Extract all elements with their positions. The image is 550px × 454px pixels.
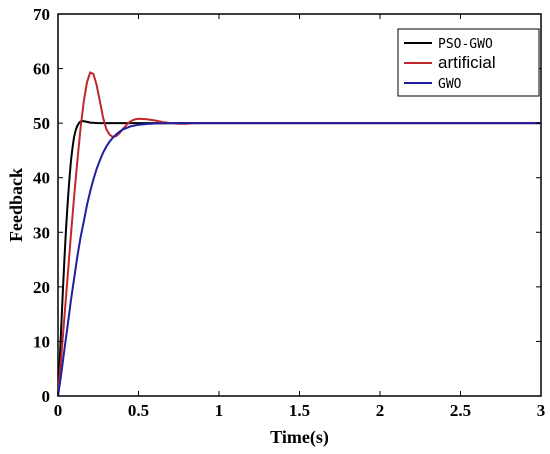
legend-label: artificial bbox=[438, 53, 496, 72]
y-tick-label: 30 bbox=[33, 223, 50, 242]
x-tick-label: 3 bbox=[537, 401, 546, 420]
x-tick-label: 1 bbox=[215, 401, 224, 420]
y-tick-label: 0 bbox=[42, 387, 51, 406]
x-tick-label: 0.5 bbox=[128, 401, 149, 420]
legend-label: GWO bbox=[438, 77, 462, 92]
y-axis-title: Feedback bbox=[6, 168, 26, 242]
y-axis-ticks: 0 10 20 30 40 50 60 70 bbox=[33, 5, 541, 406]
series-line-artificial bbox=[57, 71, 541, 397]
x-axis-ticks: 0 0.5 1 1.5 2 2.5 3 bbox=[54, 14, 546, 420]
x-tick-label: 0 bbox=[54, 401, 63, 420]
y-tick-label: 50 bbox=[33, 114, 50, 133]
y-tick-label: 20 bbox=[33, 278, 50, 297]
legend-label: PSO-GWO bbox=[438, 37, 493, 52]
y-tick-label: 40 bbox=[33, 169, 50, 188]
y-tick-label: 60 bbox=[33, 60, 50, 79]
y-tick-label: 70 bbox=[33, 5, 50, 24]
x-tick-label: 2 bbox=[376, 401, 385, 420]
x-tick-label: 2.5 bbox=[450, 401, 471, 420]
series-line-gwo bbox=[57, 122, 541, 397]
plot-area: 0 0.5 1 1.5 2 2.5 3 0 10 20 30 40 50 60 70 bbox=[33, 5, 545, 420]
series-layer bbox=[57, 71, 541, 397]
series-line-pso-gwo bbox=[57, 120, 541, 397]
x-tick-label: 1.5 bbox=[289, 401, 310, 420]
y-tick-label: 10 bbox=[33, 332, 50, 351]
x-axis-title: Time(s) bbox=[270, 427, 329, 448]
